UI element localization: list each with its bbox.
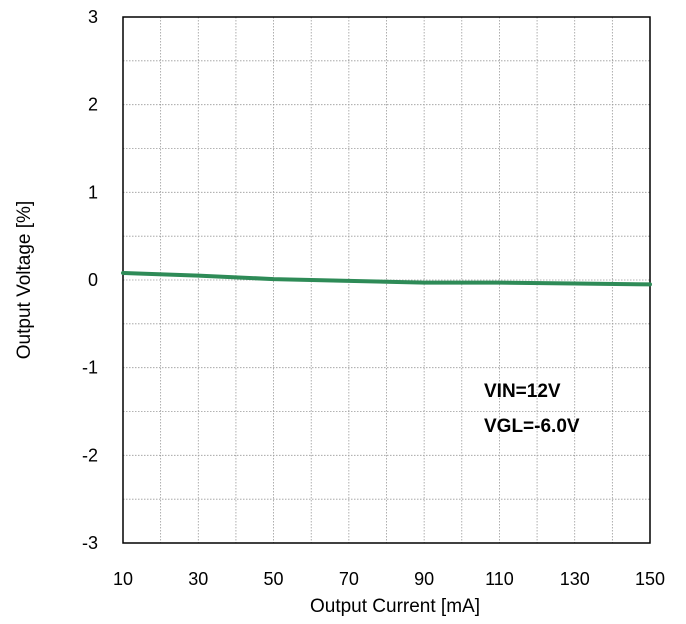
x-tick-label: 30 xyxy=(188,569,208,589)
y-tick-label: 0 xyxy=(88,270,98,290)
x-tick-label: 90 xyxy=(414,569,434,589)
y-tick-label: -2 xyxy=(82,445,98,465)
x-tick-label: 130 xyxy=(560,569,590,589)
annotation-vin: VIN=12V xyxy=(484,381,561,402)
x-tick-label: 70 xyxy=(339,569,359,589)
y-axis-label: Output Voltage [%] xyxy=(14,201,35,359)
x-axis-label: Output Current [mA] xyxy=(310,596,480,617)
y-tick-label: 3 xyxy=(88,7,98,27)
y-tick-label: 2 xyxy=(88,95,98,115)
annotation-vgl: VGL=-6.0V xyxy=(484,416,580,437)
plot-frame xyxy=(122,16,651,544)
x-tick-label: 150 xyxy=(635,569,665,589)
series-layer xyxy=(121,271,652,287)
x-tick-label: 50 xyxy=(264,569,284,589)
grid xyxy=(123,17,650,543)
x-tick-label: 110 xyxy=(485,569,514,589)
x-tick-labels: 10 30 50 70 90 110 130 150 xyxy=(113,569,665,589)
series-line xyxy=(121,271,652,287)
y-tick-label: 1 xyxy=(88,182,98,202)
y-tick-labels: 3 2 1 0 -1 -2 -3 xyxy=(82,7,98,553)
y-tick-label: -3 xyxy=(82,533,98,553)
y-tick-label: -1 xyxy=(82,358,98,378)
x-tick-label: 10 xyxy=(113,569,133,589)
